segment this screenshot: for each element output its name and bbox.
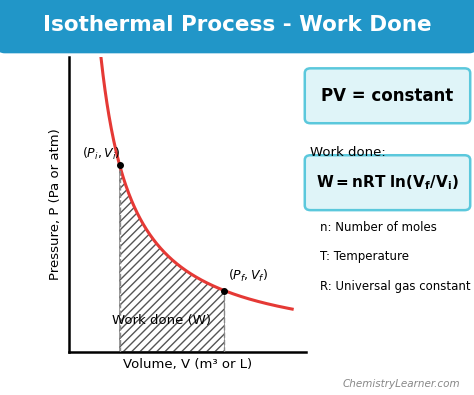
Text: Work done:: Work done: bbox=[310, 146, 386, 158]
Y-axis label: Pressure, P (Pa or atm): Pressure, P (Pa or atm) bbox=[49, 128, 62, 280]
X-axis label: Volume, V (m³ or L): Volume, V (m³ or L) bbox=[123, 359, 252, 371]
Text: ChemistryLearner.com: ChemistryLearner.com bbox=[342, 379, 460, 389]
Text: $(P_f , V_f)$: $(P_f , V_f)$ bbox=[228, 267, 268, 284]
Text: $(P_i , V_i)$: $(P_i , V_i)$ bbox=[82, 146, 121, 162]
Text: Work done (W): Work done (W) bbox=[112, 314, 211, 327]
Text: Isothermal Process - Work Done: Isothermal Process - Work Done bbox=[43, 15, 431, 35]
Text: n: Number of moles: n: Number of moles bbox=[320, 221, 437, 233]
Text: R: Universal gas constant: R: Universal gas constant bbox=[320, 280, 471, 293]
Text: T: Temperature: T: Temperature bbox=[320, 250, 409, 263]
Text: $\mathbf{W = nRT\ ln(V_f / V_i)}$: $\mathbf{W = nRT\ ln(V_f / V_i)}$ bbox=[316, 173, 459, 192]
Text: PV = constant: PV = constant bbox=[321, 87, 454, 105]
